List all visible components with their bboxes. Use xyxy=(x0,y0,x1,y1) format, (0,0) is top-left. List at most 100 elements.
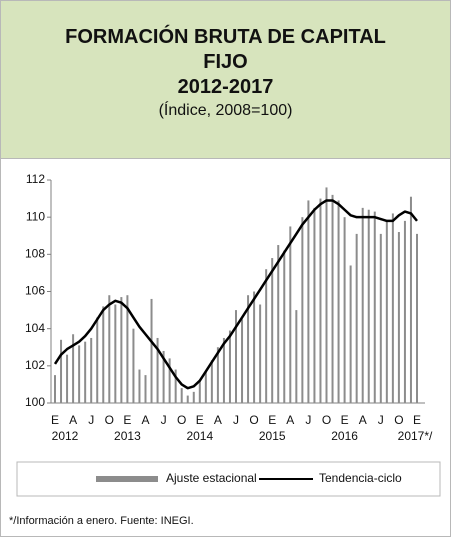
bar xyxy=(367,209,370,403)
bar xyxy=(60,339,63,403)
bar xyxy=(235,310,237,403)
bar xyxy=(114,304,117,403)
bar xyxy=(355,233,358,403)
bar xyxy=(108,295,111,403)
bar xyxy=(325,187,328,403)
bar xyxy=(216,347,219,403)
x-tick-label: E xyxy=(196,413,204,427)
bar xyxy=(198,380,201,403)
x-tick-label: E xyxy=(51,413,59,427)
y-tick-label: 110 xyxy=(26,209,45,223)
y-tick-label: 112 xyxy=(26,172,45,186)
x-tick-label: O xyxy=(394,413,403,427)
bar xyxy=(204,371,207,403)
bar xyxy=(313,207,316,403)
y-tick-label: 106 xyxy=(25,284,45,298)
bar xyxy=(132,328,135,403)
bar xyxy=(265,269,268,403)
bar xyxy=(90,337,93,403)
bar xyxy=(72,334,75,403)
header: FORMACIÓN BRUTA DE CAPITAL FIJO 2012-201… xyxy=(1,1,450,159)
x-tick-label: A xyxy=(214,413,222,427)
bar xyxy=(156,337,159,403)
year-label: 2016 xyxy=(331,429,358,443)
bar xyxy=(247,295,250,403)
bar xyxy=(180,388,183,403)
bar xyxy=(192,391,195,403)
bar xyxy=(416,233,418,403)
bar xyxy=(66,354,69,403)
x-tick-label: A xyxy=(69,413,77,427)
x-tick-label: J xyxy=(161,413,167,427)
legend-box xyxy=(16,461,441,497)
legend-swatch xyxy=(96,476,158,482)
bar xyxy=(253,291,256,403)
bar xyxy=(138,369,141,403)
bar xyxy=(409,196,412,403)
legend-label: Tendencia-ciclo xyxy=(319,471,402,485)
bar xyxy=(259,304,262,403)
bar xyxy=(126,295,129,403)
x-tick-label: E xyxy=(413,413,421,427)
bar xyxy=(102,306,105,403)
bar xyxy=(397,232,400,403)
x-tick-label: E xyxy=(123,413,131,427)
x-tick-label: A xyxy=(286,413,294,427)
bar xyxy=(54,375,56,403)
bar xyxy=(78,345,81,403)
bar xyxy=(186,395,189,403)
footer: */Información a enero. Fuente: INEGI. xyxy=(9,515,194,527)
legend-label: Ajuste estacional xyxy=(166,471,257,485)
x-tick-label: O xyxy=(249,413,258,427)
year-label: 2015 xyxy=(259,429,286,443)
bar xyxy=(307,200,310,403)
bar xyxy=(385,220,388,403)
bar xyxy=(222,337,225,403)
bar xyxy=(168,358,171,403)
bar xyxy=(331,194,334,403)
x-tick-label: E xyxy=(341,413,349,427)
x-tick-label: A xyxy=(141,413,149,427)
bar xyxy=(144,375,147,403)
bar xyxy=(283,250,286,403)
bar xyxy=(373,211,376,403)
year-label: 2017*/ xyxy=(398,429,433,443)
bar xyxy=(241,319,244,403)
bar xyxy=(391,213,394,403)
bar xyxy=(150,298,153,403)
bar xyxy=(337,200,340,403)
y-tick-label: 104 xyxy=(25,321,45,335)
bar xyxy=(271,258,274,403)
bar xyxy=(343,217,346,403)
bar xyxy=(403,220,406,403)
bar xyxy=(361,207,364,403)
bar xyxy=(84,341,87,403)
x-tick-label: A xyxy=(359,413,367,427)
x-tick-label: J xyxy=(233,413,239,427)
bar xyxy=(277,245,280,403)
y-tick-label: 108 xyxy=(25,247,45,261)
bar xyxy=(228,330,231,403)
bar xyxy=(319,198,322,403)
x-tick-label: J xyxy=(305,413,311,427)
bar xyxy=(96,317,99,403)
x-tick-label: O xyxy=(322,413,331,427)
year-label: 2013 xyxy=(114,429,141,443)
bar xyxy=(120,297,123,403)
trend-line xyxy=(53,199,418,390)
x-tick-label: O xyxy=(105,413,114,427)
x-tick-label: J xyxy=(378,413,384,427)
bar xyxy=(289,226,292,403)
chart-subtitle: 2012-2017 xyxy=(177,76,274,98)
bar xyxy=(349,265,352,403)
year-label: 2014 xyxy=(186,429,213,443)
chart-title: FORMACIÓN BRUTA DE CAPITAL FIJO xyxy=(65,26,386,73)
x-tick-label: O xyxy=(177,413,186,427)
bar xyxy=(295,310,298,403)
bar xyxy=(162,350,165,403)
bar xyxy=(174,369,177,403)
chart-note: (Índice, 2008=100) xyxy=(158,102,293,119)
y-tick-label: 100 xyxy=(25,395,45,409)
x-tick-label: J xyxy=(88,413,94,427)
